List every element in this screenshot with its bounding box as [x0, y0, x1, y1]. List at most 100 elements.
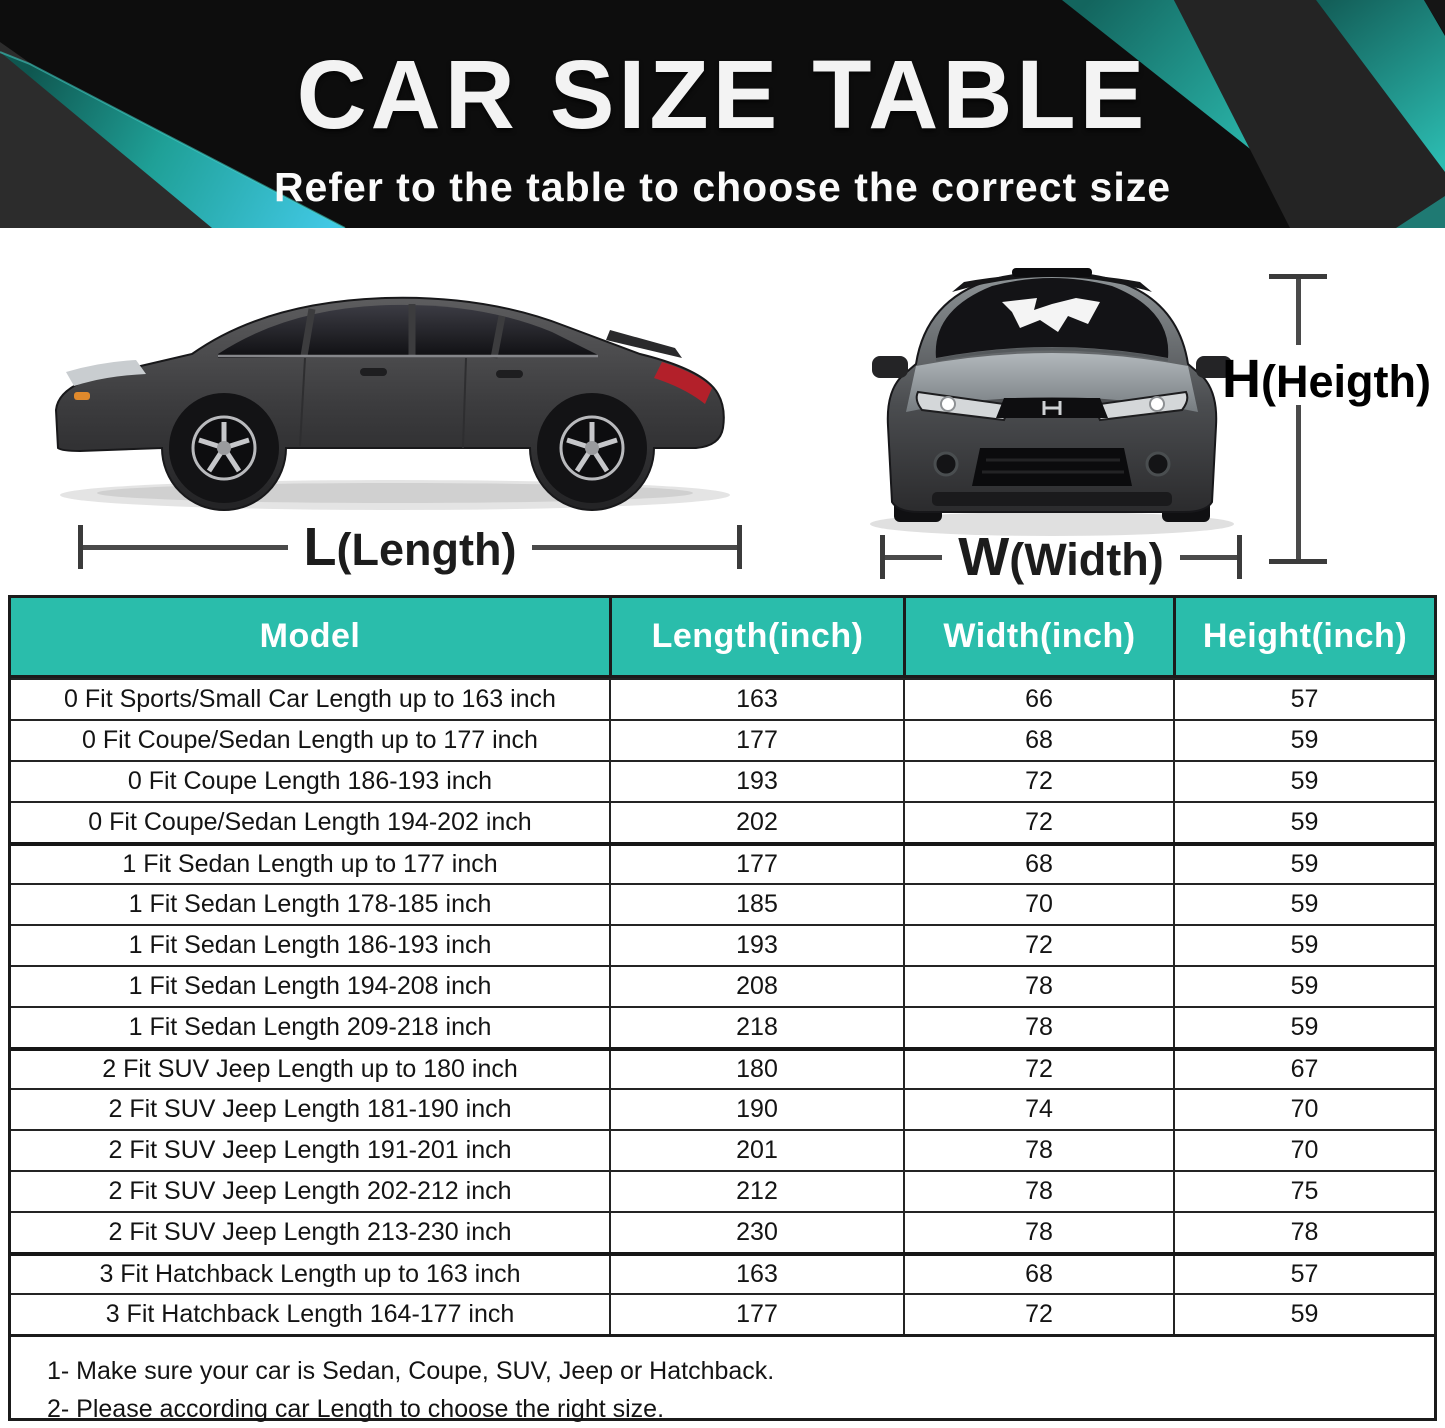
cell-length: 212 — [609, 1172, 903, 1211]
note-2: 2- Please according car Length to choose… — [47, 1395, 665, 1423]
cell-width: 68 — [903, 846, 1173, 883]
table-row: 2 Fit SUV Jeep Length 213-230 inch 230 7… — [11, 1211, 1434, 1252]
column-header-height: Height(inch) — [1173, 598, 1434, 675]
cell-height: 59 — [1173, 846, 1434, 883]
cell-height: 59 — [1173, 762, 1434, 801]
width-letter: W — [958, 527, 1010, 587]
cell-height: 59 — [1173, 803, 1434, 842]
cell-length: 202 — [609, 803, 903, 842]
note-1: 1- Make sure your car is Sedan, Coupe, S… — [47, 1357, 775, 1385]
measure-line — [1295, 405, 1301, 559]
footer-notes: 1- Make sure your car is Sedan, Coupe, S… — [11, 1334, 1434, 1428]
table-row: 0 Fit Coupe Length 186-193 inch 193 72 5… — [11, 760, 1434, 801]
measure-endcap — [78, 525, 83, 569]
dimension-diagram: L(Length) — [0, 228, 1445, 595]
cell-width: 68 — [903, 1256, 1173, 1293]
length-label: L(Length) — [288, 516, 533, 578]
cell-height: 59 — [1173, 926, 1434, 965]
table-row: 2 Fit SUV Jeep Length up to 180 inch 180… — [11, 1047, 1434, 1088]
cell-height: 67 — [1173, 1051, 1434, 1088]
cell-model: 1 Fit Sedan Length up to 177 inch — [122, 850, 498, 878]
cell-model: 1 Fit Sedan Length 178-185 inch — [128, 890, 492, 918]
cell-width: 72 — [903, 1295, 1173, 1334]
height-measure — [1269, 274, 1327, 564]
column-header-model: Model — [259, 617, 361, 655]
cell-length: 193 — [609, 762, 903, 801]
cell-width: 78 — [903, 967, 1173, 1006]
table-row: 0 Fit Sports/Small Car Length up to 163 … — [11, 678, 1434, 719]
measure-endcap — [1269, 274, 1327, 279]
measure-endcap — [880, 535, 885, 579]
length-word: (Length) — [336, 524, 517, 575]
cell-width: 66 — [903, 680, 1173, 719]
height-label: H(Heigth) — [1222, 348, 1431, 410]
table-row: 1 Fit Sedan Length 186-193 inch 193 72 5… — [11, 924, 1434, 965]
cell-length: 230 — [609, 1213, 903, 1252]
cell-height: 57 — [1173, 680, 1434, 719]
cell-model: 2 Fit SUV Jeep Length 181-190 inch — [108, 1095, 512, 1123]
cell-height: 59 — [1173, 1295, 1434, 1334]
sedan-side-view-image — [54, 296, 730, 511]
table-header-row: Model Length(inch) Width(inch) Height(in… — [11, 598, 1434, 678]
cell-length: 177 — [609, 721, 903, 760]
length-letter: L — [303, 517, 337, 577]
table-row: 2 Fit SUV Jeep Length 191-201 inch 201 7… — [11, 1129, 1434, 1170]
cell-height: 59 — [1173, 967, 1434, 1006]
car-front-view-image — [870, 268, 1234, 536]
measure-line — [532, 544, 737, 550]
cell-length: 190 — [609, 1090, 903, 1129]
table-row: 0 Fit Coupe/Sedan Length up to 177 inch … — [11, 719, 1434, 760]
table-row: 3 Fit Hatchback Length 164-177 inch 177 … — [11, 1293, 1434, 1334]
cell-model: 1 Fit Sedan Length 209-218 inch — [128, 1013, 492, 1041]
cell-model: 0 Fit Coupe Length 186-193 inch — [127, 767, 493, 795]
cell-length: 201 — [609, 1131, 903, 1170]
cell-length: 193 — [609, 926, 903, 965]
front-wheel — [169, 393, 279, 503]
cell-height: 59 — [1173, 1008, 1434, 1047]
cell-width: 78 — [903, 1131, 1173, 1170]
cell-width: 72 — [903, 762, 1173, 801]
cell-length: 163 — [609, 1256, 903, 1293]
cell-model: 2 Fit SUV Jeep Length 213-230 inch — [108, 1218, 512, 1246]
cell-model: 1 Fit Sedan Length 194-208 inch — [128, 972, 492, 1000]
page-title: CAR SIZE TABLE — [296, 40, 1149, 149]
cell-length: 163 — [609, 680, 903, 719]
cell-length: 185 — [609, 885, 903, 924]
column-header-length: Length(inch) — [609, 598, 903, 675]
width-label: W(Width) — [942, 526, 1179, 588]
measure-endcap — [737, 525, 742, 569]
cell-width: 78 — [903, 1008, 1173, 1047]
honda-logo — [1042, 401, 1062, 415]
cell-height: 59 — [1173, 885, 1434, 924]
cell-height: 57 — [1173, 1256, 1434, 1293]
table-row: 1 Fit Sedan Length 178-185 inch 185 70 5… — [11, 883, 1434, 924]
cell-length: 208 — [609, 967, 903, 1006]
banner-decoration — [0, 0, 1445, 228]
page-subtitle: Refer to the table to choose the correct… — [273, 164, 1172, 210]
cell-model: 0 Fit Sports/Small Car Length up to 163 … — [64, 685, 556, 713]
cell-model: 2 Fit SUV Jeep Length up to 180 inch — [102, 1055, 518, 1083]
measure-line — [1179, 554, 1238, 560]
cell-length: 177 — [609, 846, 903, 883]
cell-length: 218 — [609, 1008, 903, 1047]
cell-length: 180 — [609, 1051, 903, 1088]
length-measure: L(Length) — [78, 517, 742, 577]
cell-width: 78 — [903, 1213, 1173, 1252]
width-word: (Width) — [1009, 534, 1164, 585]
cell-model: 3 Fit Hatchback Length 164-177 inch — [105, 1300, 515, 1328]
table-body: 0 Fit Sports/Small Car Length up to 163 … — [11, 678, 1434, 1334]
table-row: 1 Fit Sedan Length 194-208 inch 208 78 5… — [11, 965, 1434, 1006]
table-row: 2 Fit SUV Jeep Length 202-212 inch 212 7… — [11, 1170, 1434, 1211]
cell-height: 78 — [1173, 1213, 1434, 1252]
height-letter: H — [1222, 349, 1261, 409]
cell-model: 1 Fit Sedan Length 186-193 inch — [128, 931, 492, 959]
size-table: Model Length(inch) Width(inch) Height(in… — [8, 595, 1437, 1423]
cell-height: 70 — [1173, 1090, 1434, 1129]
rear-wheel — [537, 393, 647, 503]
cell-height: 59 — [1173, 721, 1434, 760]
cell-width: 72 — [903, 926, 1173, 965]
table-row: 3 Fit Hatchback Length up to 163 inch 16… — [11, 1252, 1434, 1293]
table-row: 2 Fit SUV Jeep Length 181-190 inch 190 7… — [11, 1088, 1434, 1129]
measure-line — [83, 544, 288, 550]
cell-width: 68 — [903, 721, 1173, 760]
